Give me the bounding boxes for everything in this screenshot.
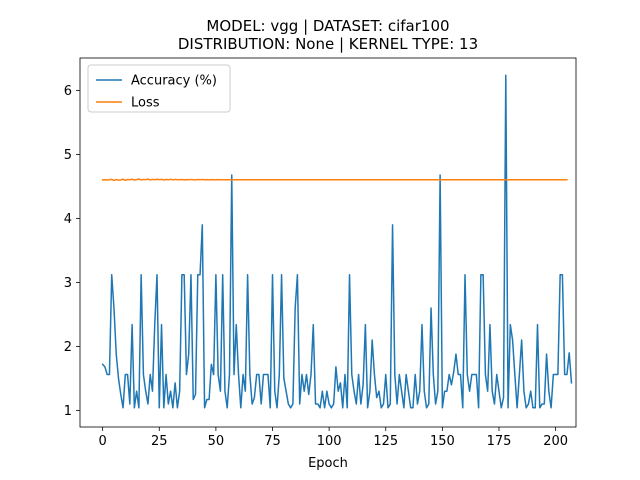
- legend-label-accuracy: Accuracy (%): [131, 74, 217, 89]
- x-tick-label: 125: [373, 434, 398, 449]
- legend: Accuracy (%) Loss: [87, 64, 231, 113]
- y-tick-label: 5: [64, 148, 72, 163]
- y-tick-label: 3: [64, 276, 72, 291]
- x-axis-label: Epoch: [308, 456, 348, 471]
- x-tick-label: 150: [430, 434, 455, 449]
- legend-box: [87, 64, 231, 113]
- x-tick-label: 25: [151, 434, 168, 449]
- chart-title-line2: DISTRIBUTION: None | KERNEL TYPE: 13: [178, 35, 478, 53]
- x-tick-label: 75: [264, 434, 281, 449]
- axes: 0 25 50 75 100 125 150 175 200 1 2 3 4 5 6: [64, 57, 577, 449]
- y-tick-label: 1: [64, 404, 72, 419]
- legend-label-loss: Loss: [131, 96, 160, 111]
- x-tick-label: 100: [317, 434, 342, 449]
- y-tick-label: 6: [64, 84, 72, 99]
- y-tick-label: 2: [64, 340, 72, 355]
- series-line-accuracy: [101, 74, 573, 409]
- axes-frame: [79, 57, 577, 428]
- y-tick-label: 4: [64, 212, 72, 227]
- plot-area: [101, 74, 573, 409]
- x-tick-label: 50: [208, 434, 225, 449]
- x-tick-label: 200: [543, 434, 568, 449]
- series-line-loss: [101, 178, 568, 182]
- x-tick-label: 0: [99, 434, 107, 449]
- chart-title-line1: MODEL: vgg | DATASET: cifar100: [206, 17, 449, 35]
- x-tick-label: 175: [487, 434, 512, 449]
